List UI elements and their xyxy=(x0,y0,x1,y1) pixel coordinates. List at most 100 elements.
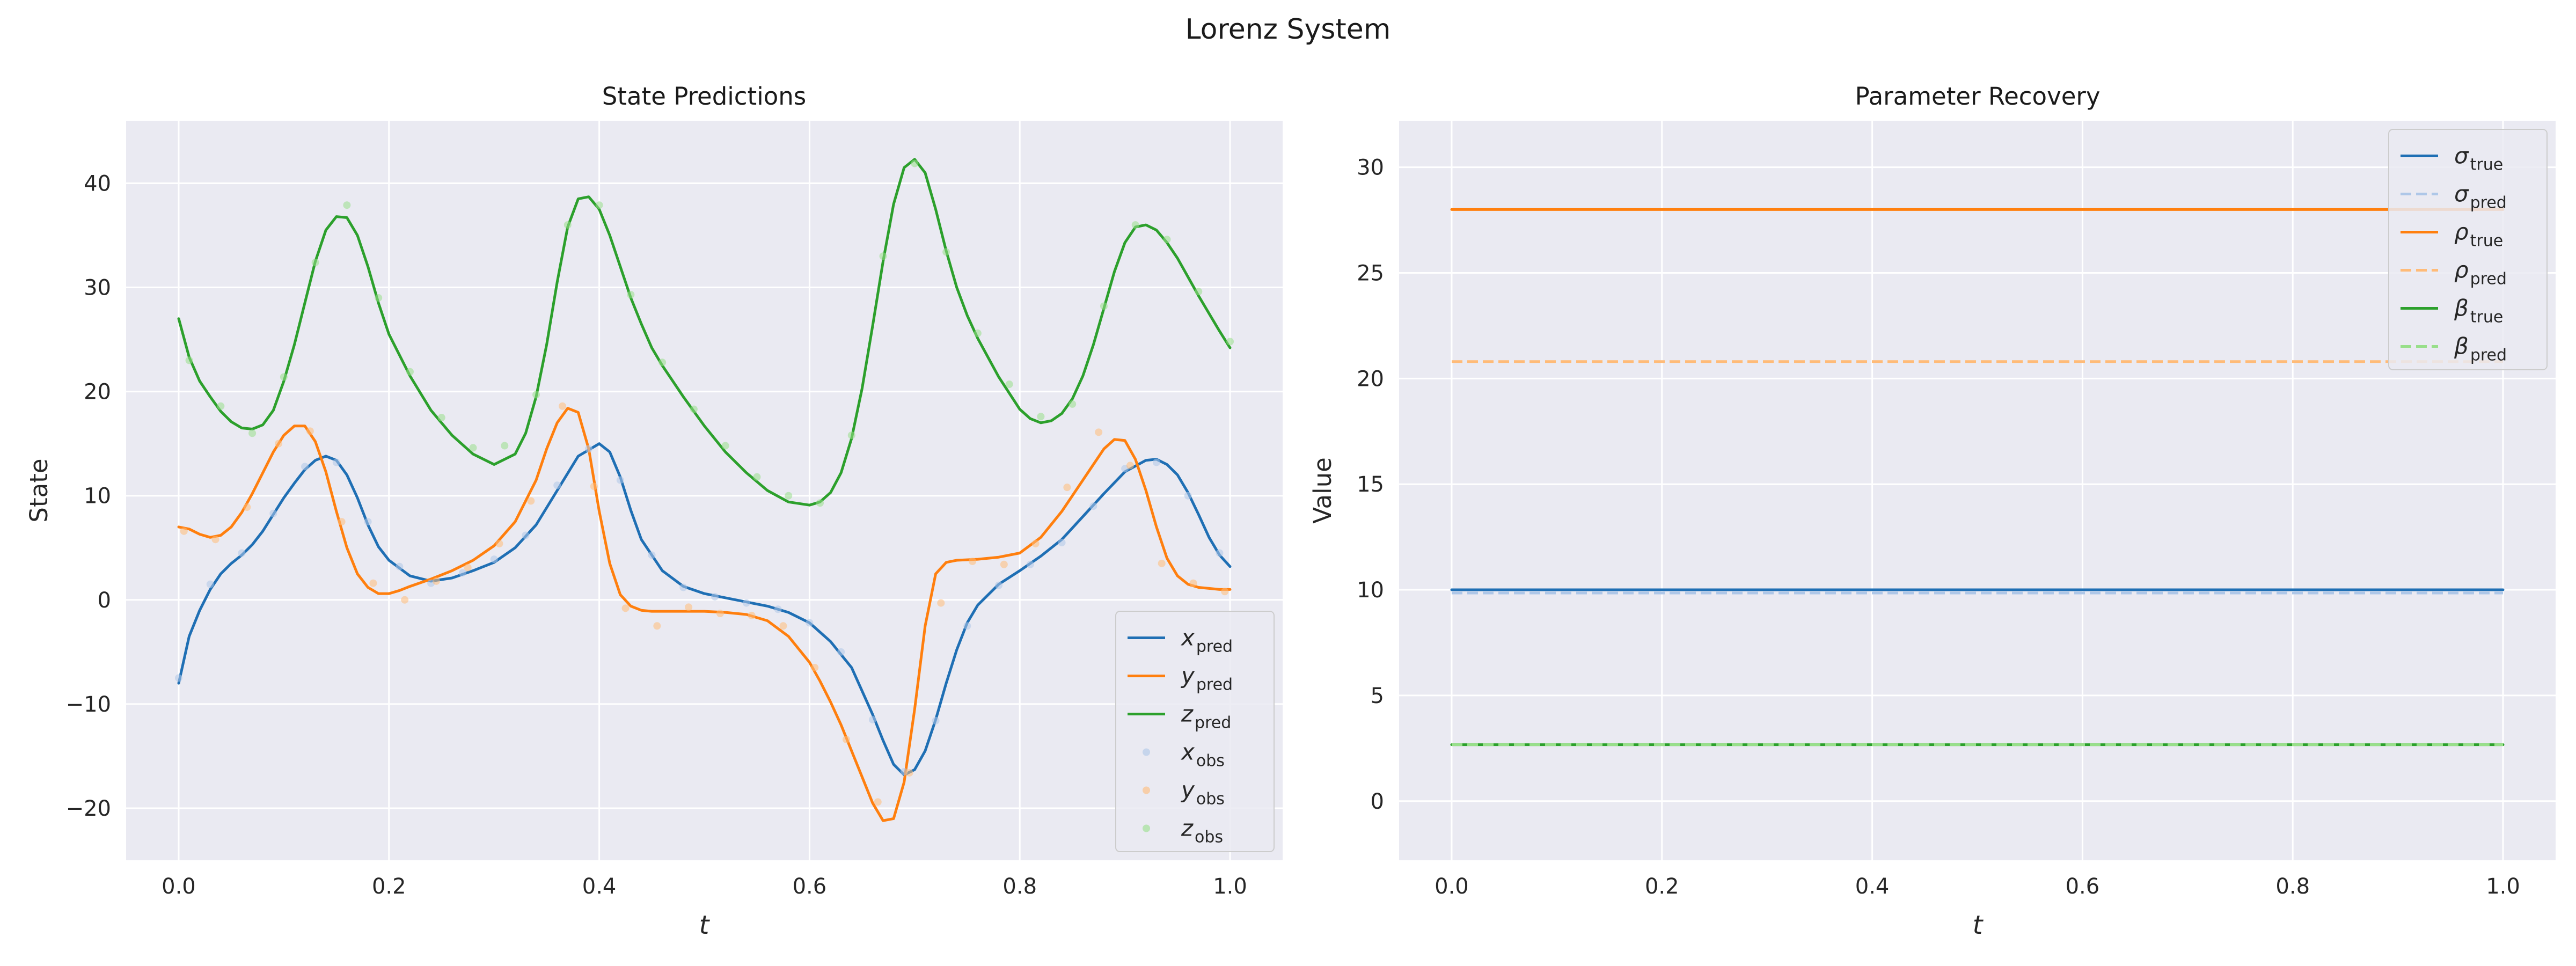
z_obs-point xyxy=(248,429,257,437)
y_obs-point xyxy=(1189,579,1197,587)
x_obs-point xyxy=(269,509,277,517)
x_obs-point xyxy=(364,518,372,526)
z_obs-point xyxy=(343,201,351,209)
parameter-x-tick-label: 0.4 xyxy=(1855,874,1890,899)
state-y-tick-label: −20 xyxy=(66,796,111,821)
x_obs-point xyxy=(174,674,182,682)
parameter-y-tick-label: 20 xyxy=(1357,367,1384,391)
sigma_pred-legend-label: σ pred xyxy=(2454,181,2507,213)
y_obs-point xyxy=(842,735,850,743)
y_pred-legend-label: y pred xyxy=(1180,663,1233,694)
y_obs-point xyxy=(1126,462,1134,470)
x_obs-point xyxy=(1058,539,1066,547)
state-x-axis-label: t xyxy=(699,910,711,940)
state-x-tick-label: 0.2 xyxy=(372,874,406,899)
x_obs-point xyxy=(679,583,687,591)
parameter-x-tick-label: 1.0 xyxy=(2486,874,2520,899)
y_pred-line xyxy=(177,407,1232,822)
z_obs-point xyxy=(911,159,919,167)
z_obs-point xyxy=(690,405,698,413)
state-ticks: 0.0 0.2 0.4 0.6 0.8 1.0 −20 −10 0 10 20 30 40 xyxy=(66,171,1247,899)
z_obs-point xyxy=(1131,221,1139,229)
state-legend: x pred y pred z pred x obs y obs z obs xyxy=(1115,611,1275,852)
sigma_true-legend-label: σ true xyxy=(2454,143,2503,174)
parameter-y-tick-label: 0 xyxy=(1371,789,1384,814)
z_obs-point xyxy=(1163,236,1171,244)
parameter-y-tick-label: 5 xyxy=(1371,684,1384,708)
z_obs-point xyxy=(974,329,982,337)
state-x-tick-label: 0.0 xyxy=(162,874,196,899)
parameter-y-tick-label: 15 xyxy=(1357,472,1384,497)
y_obs-point xyxy=(275,440,283,448)
x_obs-point xyxy=(490,555,498,564)
parameter-recovery-panel: 0.0 0.2 0.4 0.6 0.8 1.0 0 5 10 15 20 25 30 Parameter… xyxy=(1308,82,2556,940)
z_obs-point xyxy=(564,221,572,229)
y_obs-point xyxy=(243,503,251,511)
parameter-y-tick-label: 10 xyxy=(1357,578,1384,603)
beta_true-legend-label: β true xyxy=(2454,295,2503,327)
y_obs-point xyxy=(716,610,724,618)
rho_true-legend-label: ρ true xyxy=(2454,219,2503,251)
parameter-series xyxy=(1450,208,2505,747)
y_obs-point xyxy=(432,577,440,585)
state-legend-box xyxy=(1115,611,1275,852)
z_obs-point xyxy=(217,402,225,410)
y_obs-point xyxy=(653,622,661,630)
parameter-grid xyxy=(1399,121,2556,860)
parameter-panel-title: Parameter Recovery xyxy=(1855,82,2100,111)
y_obs-point xyxy=(937,599,945,607)
x_obs-point xyxy=(1216,549,1224,557)
x_obs-point xyxy=(932,716,940,724)
y_obs-point xyxy=(1000,560,1008,568)
y_obs-point xyxy=(338,518,346,526)
z_obs-point xyxy=(1100,302,1108,310)
x_obs-point xyxy=(711,592,719,601)
z_obs-point xyxy=(1195,288,1203,296)
y_obs-point xyxy=(748,611,756,619)
y_obs-point xyxy=(590,482,598,491)
figure-title: Lorenz System xyxy=(1185,13,1391,46)
z_obs-point xyxy=(721,442,729,450)
x_obs-legend-marker xyxy=(1143,748,1150,756)
z_obs-legend-label: z obs xyxy=(1181,815,1223,847)
x_pred-legend-label: x pred xyxy=(1180,625,1233,656)
x_obs-point xyxy=(1026,560,1034,568)
x_obs-point xyxy=(774,605,782,613)
z_obs-point xyxy=(627,291,635,299)
x_pred-line xyxy=(177,442,1232,777)
y_obs-point xyxy=(621,604,630,612)
z_obs-point xyxy=(185,356,193,364)
x_obs-point xyxy=(206,580,214,588)
x_obs-point xyxy=(238,549,246,557)
z_obs-point xyxy=(532,391,540,399)
x_obs-legend-label: x obs xyxy=(1180,739,1225,771)
x_obs-point xyxy=(522,531,530,539)
beta_pred-legend-label: β pred xyxy=(2454,333,2507,365)
y_obs-point xyxy=(495,539,503,547)
z_obs-point xyxy=(437,414,445,422)
z_obs-point xyxy=(1037,413,1045,421)
z_obs-point xyxy=(816,499,824,507)
parameter-x-tick-label: 0.6 xyxy=(2066,874,2100,899)
z_obs-point xyxy=(785,492,793,500)
y_obs-point xyxy=(905,769,913,777)
parameter-plot-area xyxy=(1399,121,2556,860)
x_obs-point xyxy=(995,581,1003,589)
z_obs-point xyxy=(847,431,855,440)
state-y-tick-label: 40 xyxy=(84,171,111,196)
y_obs-point xyxy=(401,596,409,604)
x_obs-point xyxy=(1184,492,1192,500)
state-x-tick-label: 0.4 xyxy=(582,874,617,899)
z_obs-point xyxy=(406,368,414,376)
x_obs-point xyxy=(806,619,814,627)
y_obs-point xyxy=(1063,484,1071,492)
x_obs-point xyxy=(616,476,624,484)
z_obs-point xyxy=(1005,380,1013,389)
x_obs-point xyxy=(396,562,404,570)
parameter-x-axis-label: t xyxy=(1973,910,1984,940)
state-x-tick-label: 1.0 xyxy=(1213,874,1247,899)
y_obs-point xyxy=(874,798,882,806)
x_obs-point xyxy=(837,648,845,656)
x_obs-point xyxy=(458,569,466,577)
